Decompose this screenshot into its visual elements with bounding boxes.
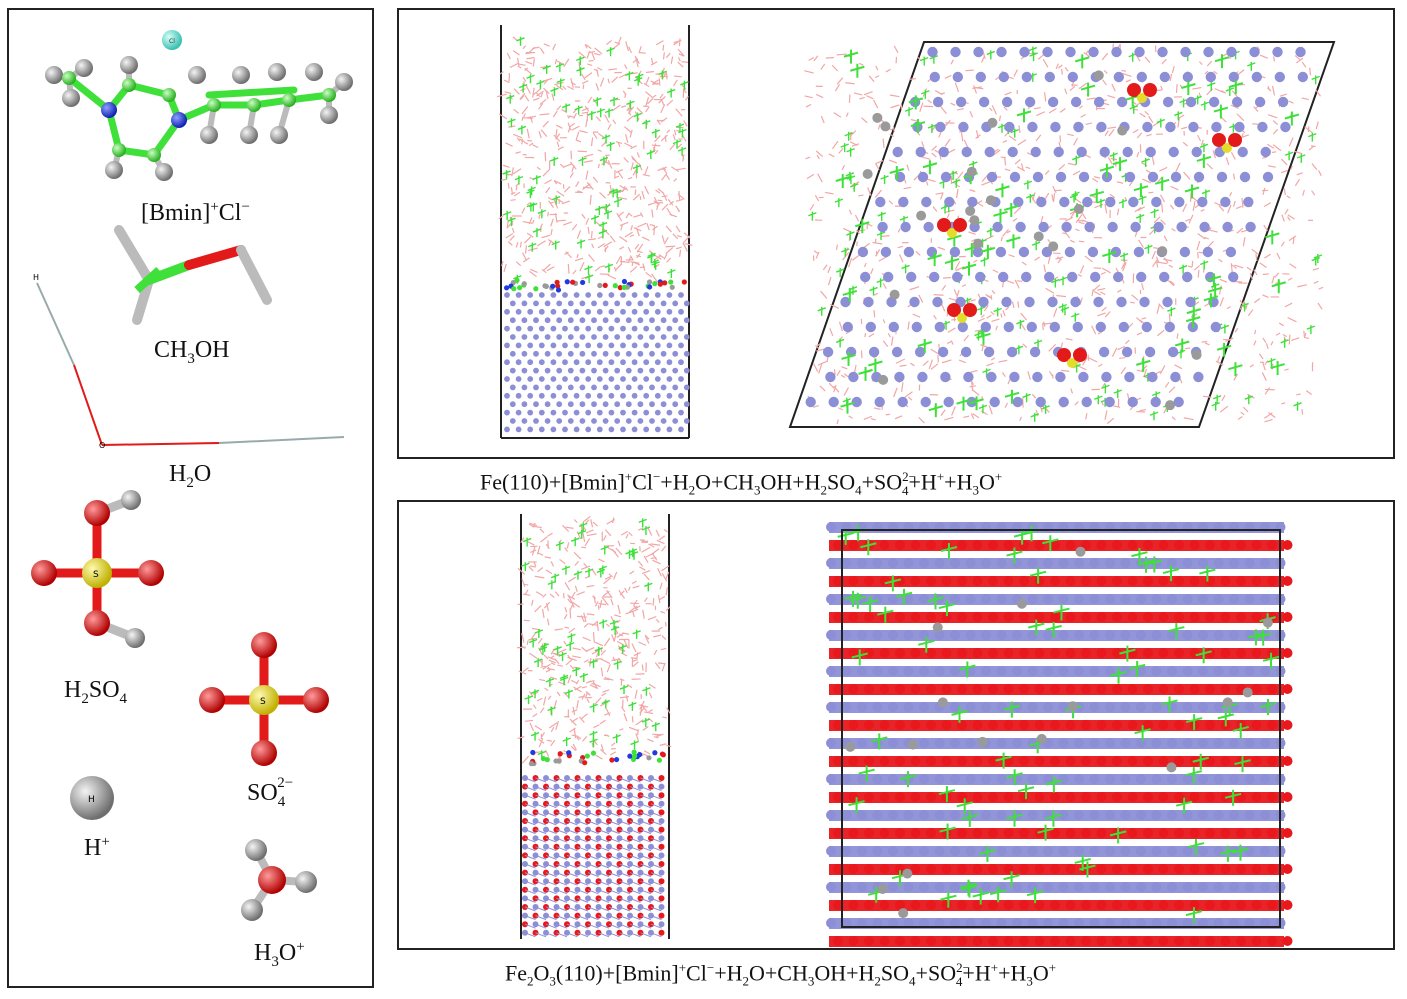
sulfuric-s-atom-label: S	[93, 570, 99, 580]
hydronium-structure	[241, 839, 317, 921]
hydronium-label: H3O+	[254, 939, 305, 970]
proton-label: H+	[84, 834, 110, 861]
fe110-caption: Fe(110)+[Bmin]+Cl−+H2O+CH3OH+H2SO4+SO2−4…	[480, 469, 1003, 498]
proton-structure: H	[70, 776, 114, 820]
fe2o3-top-view	[819, 517, 1293, 947]
sulfuric-acid-label: H2SO4	[64, 677, 128, 707]
water-label: H2O	[169, 461, 212, 491]
water-o-atom-label: O	[99, 441, 105, 450]
sulfate-label: SO42−	[247, 775, 294, 810]
molecule-legend-panel: Cl [Bmin]+Cl− CH3OH H O H2O	[7, 8, 374, 988]
methanol-label: CH3OH	[154, 337, 230, 367]
fe110-top-view	[788, 41, 1336, 428]
water-structure: H O	[33, 273, 345, 450]
bmin-cl-structure: Cl	[45, 30, 353, 181]
fe2o3-side-view	[516, 514, 672, 939]
bmin-cl-label: [Bmin]+Cl−	[141, 199, 250, 226]
proton-atom-label: H	[88, 795, 95, 805]
sulfate-structure: S	[199, 632, 329, 766]
fe110-side-view	[497, 25, 693, 439]
water-h-atom-label: H	[33, 273, 39, 282]
sulfuric-acid-structure: S	[31, 490, 164, 648]
fe2o3-caption: Fe2O3(110)+[Bmin]+Cl−+H2O+CH3OH+H2SO4+SO…	[505, 960, 1057, 989]
fe2o3-system-panel	[397, 500, 1395, 950]
sulfate-s-atom-label: S	[260, 697, 266, 707]
fe110-system-panel	[397, 8, 1395, 459]
chlorine-atom-label: Cl	[169, 38, 175, 45]
methanol-structure	[114, 225, 272, 325]
